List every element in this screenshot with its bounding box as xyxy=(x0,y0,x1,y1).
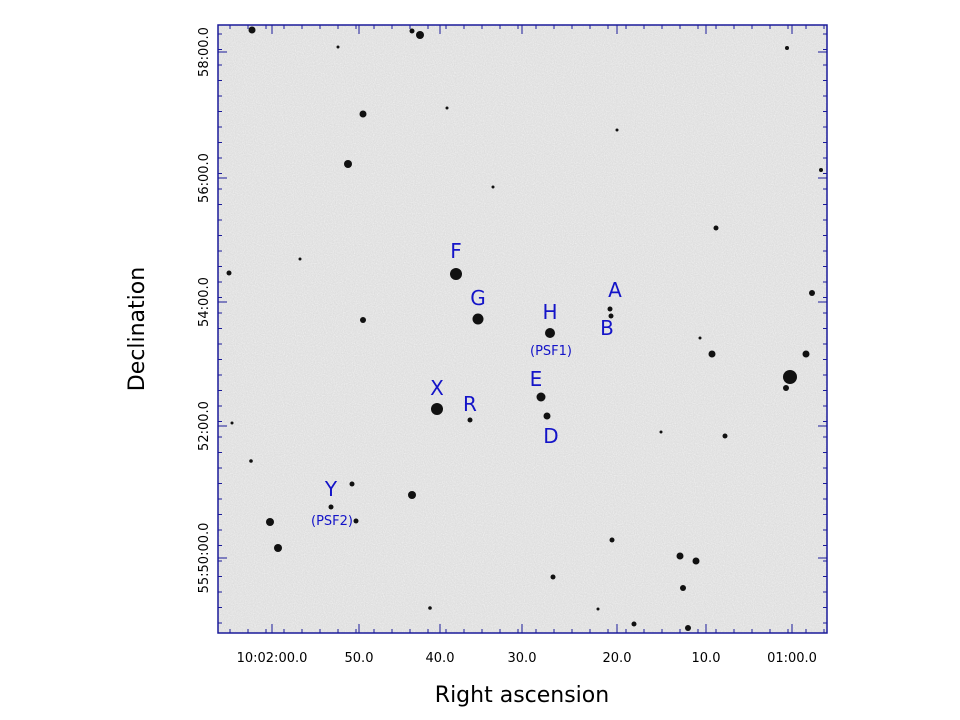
star xyxy=(298,257,302,261)
x-tick-label: 10.0 xyxy=(692,651,721,666)
star-label-e: E xyxy=(530,367,543,391)
star xyxy=(360,317,366,323)
star xyxy=(472,313,484,325)
star-labels: F G H (PSF1) A B E D X R Y (PSF2) xyxy=(311,239,622,529)
star-label-b: B xyxy=(600,316,614,340)
y-tick-label: 56:00.0 xyxy=(197,153,212,203)
star xyxy=(491,185,495,189)
star xyxy=(685,625,691,631)
star-label-r: R xyxy=(463,392,477,416)
x-tick-label: 20.0 xyxy=(603,651,632,666)
y-tick-label: 55:50:00.0 xyxy=(197,523,212,594)
star xyxy=(607,306,613,312)
star-label-y: Y xyxy=(324,477,338,501)
star-label-a: A xyxy=(608,278,622,302)
star xyxy=(550,574,556,580)
axis-ticks xyxy=(218,25,827,633)
star xyxy=(659,430,663,434)
star xyxy=(428,606,432,610)
star xyxy=(359,110,367,118)
star xyxy=(708,350,716,358)
star xyxy=(722,433,728,439)
x-tick-labels: 10:02:00.0 50.0 40.0 30.0 20.0 10.0 01:0… xyxy=(237,651,817,666)
star xyxy=(408,491,416,499)
star-label-h: H xyxy=(542,300,557,324)
y-tick-labels: 58:00.0 56:00.0 54:00.0 52:00.0 55:50:00… xyxy=(197,27,212,593)
star xyxy=(615,128,619,132)
star xyxy=(266,518,274,526)
star xyxy=(802,350,810,358)
star xyxy=(609,537,615,543)
star xyxy=(274,544,282,552)
star xyxy=(819,168,823,172)
x-tick-label: 30.0 xyxy=(508,651,537,666)
star xyxy=(676,552,684,560)
star xyxy=(809,290,815,296)
psf1-label: (PSF1) xyxy=(530,344,572,359)
star xyxy=(353,518,359,524)
x-tick-label: 01:00.0 xyxy=(767,651,817,666)
star xyxy=(226,270,232,276)
star-label-f: F xyxy=(450,239,462,263)
x-tick-label: 40.0 xyxy=(426,651,455,666)
y-tick-label: 52:00.0 xyxy=(197,401,212,451)
star xyxy=(344,160,352,168)
star xyxy=(785,46,789,50)
star xyxy=(543,412,551,420)
star xyxy=(349,481,355,487)
sky-image xyxy=(218,25,827,633)
x-tick-label: 50.0 xyxy=(345,651,374,666)
star xyxy=(596,607,600,611)
star xyxy=(409,28,415,34)
star xyxy=(416,31,424,39)
y-axis-title: Declination xyxy=(125,267,150,391)
star xyxy=(680,585,686,591)
x-axis-title: Right ascension xyxy=(435,683,609,708)
star xyxy=(445,106,449,110)
y-tick-label: 58:00.0 xyxy=(197,27,212,77)
x-tick-label: 10:02:00.0 xyxy=(237,651,308,666)
psf2-label: (PSF2) xyxy=(311,514,353,529)
star-label-g: G xyxy=(470,286,486,310)
star xyxy=(631,621,637,627)
star xyxy=(467,417,473,423)
star xyxy=(336,45,340,49)
star xyxy=(230,421,234,425)
star xyxy=(431,403,443,415)
star xyxy=(783,370,797,384)
star xyxy=(450,268,462,280)
star xyxy=(249,459,253,463)
star-field xyxy=(226,26,823,631)
star xyxy=(692,557,700,565)
star xyxy=(608,313,614,319)
star xyxy=(713,225,719,231)
star xyxy=(783,385,789,391)
star-label-x: X xyxy=(430,376,444,400)
star xyxy=(698,336,702,340)
star-label-d: D xyxy=(543,424,558,448)
star xyxy=(545,328,555,338)
y-tick-label: 54:00.0 xyxy=(197,277,212,327)
star xyxy=(328,504,334,510)
star xyxy=(248,26,256,34)
star xyxy=(536,392,546,402)
